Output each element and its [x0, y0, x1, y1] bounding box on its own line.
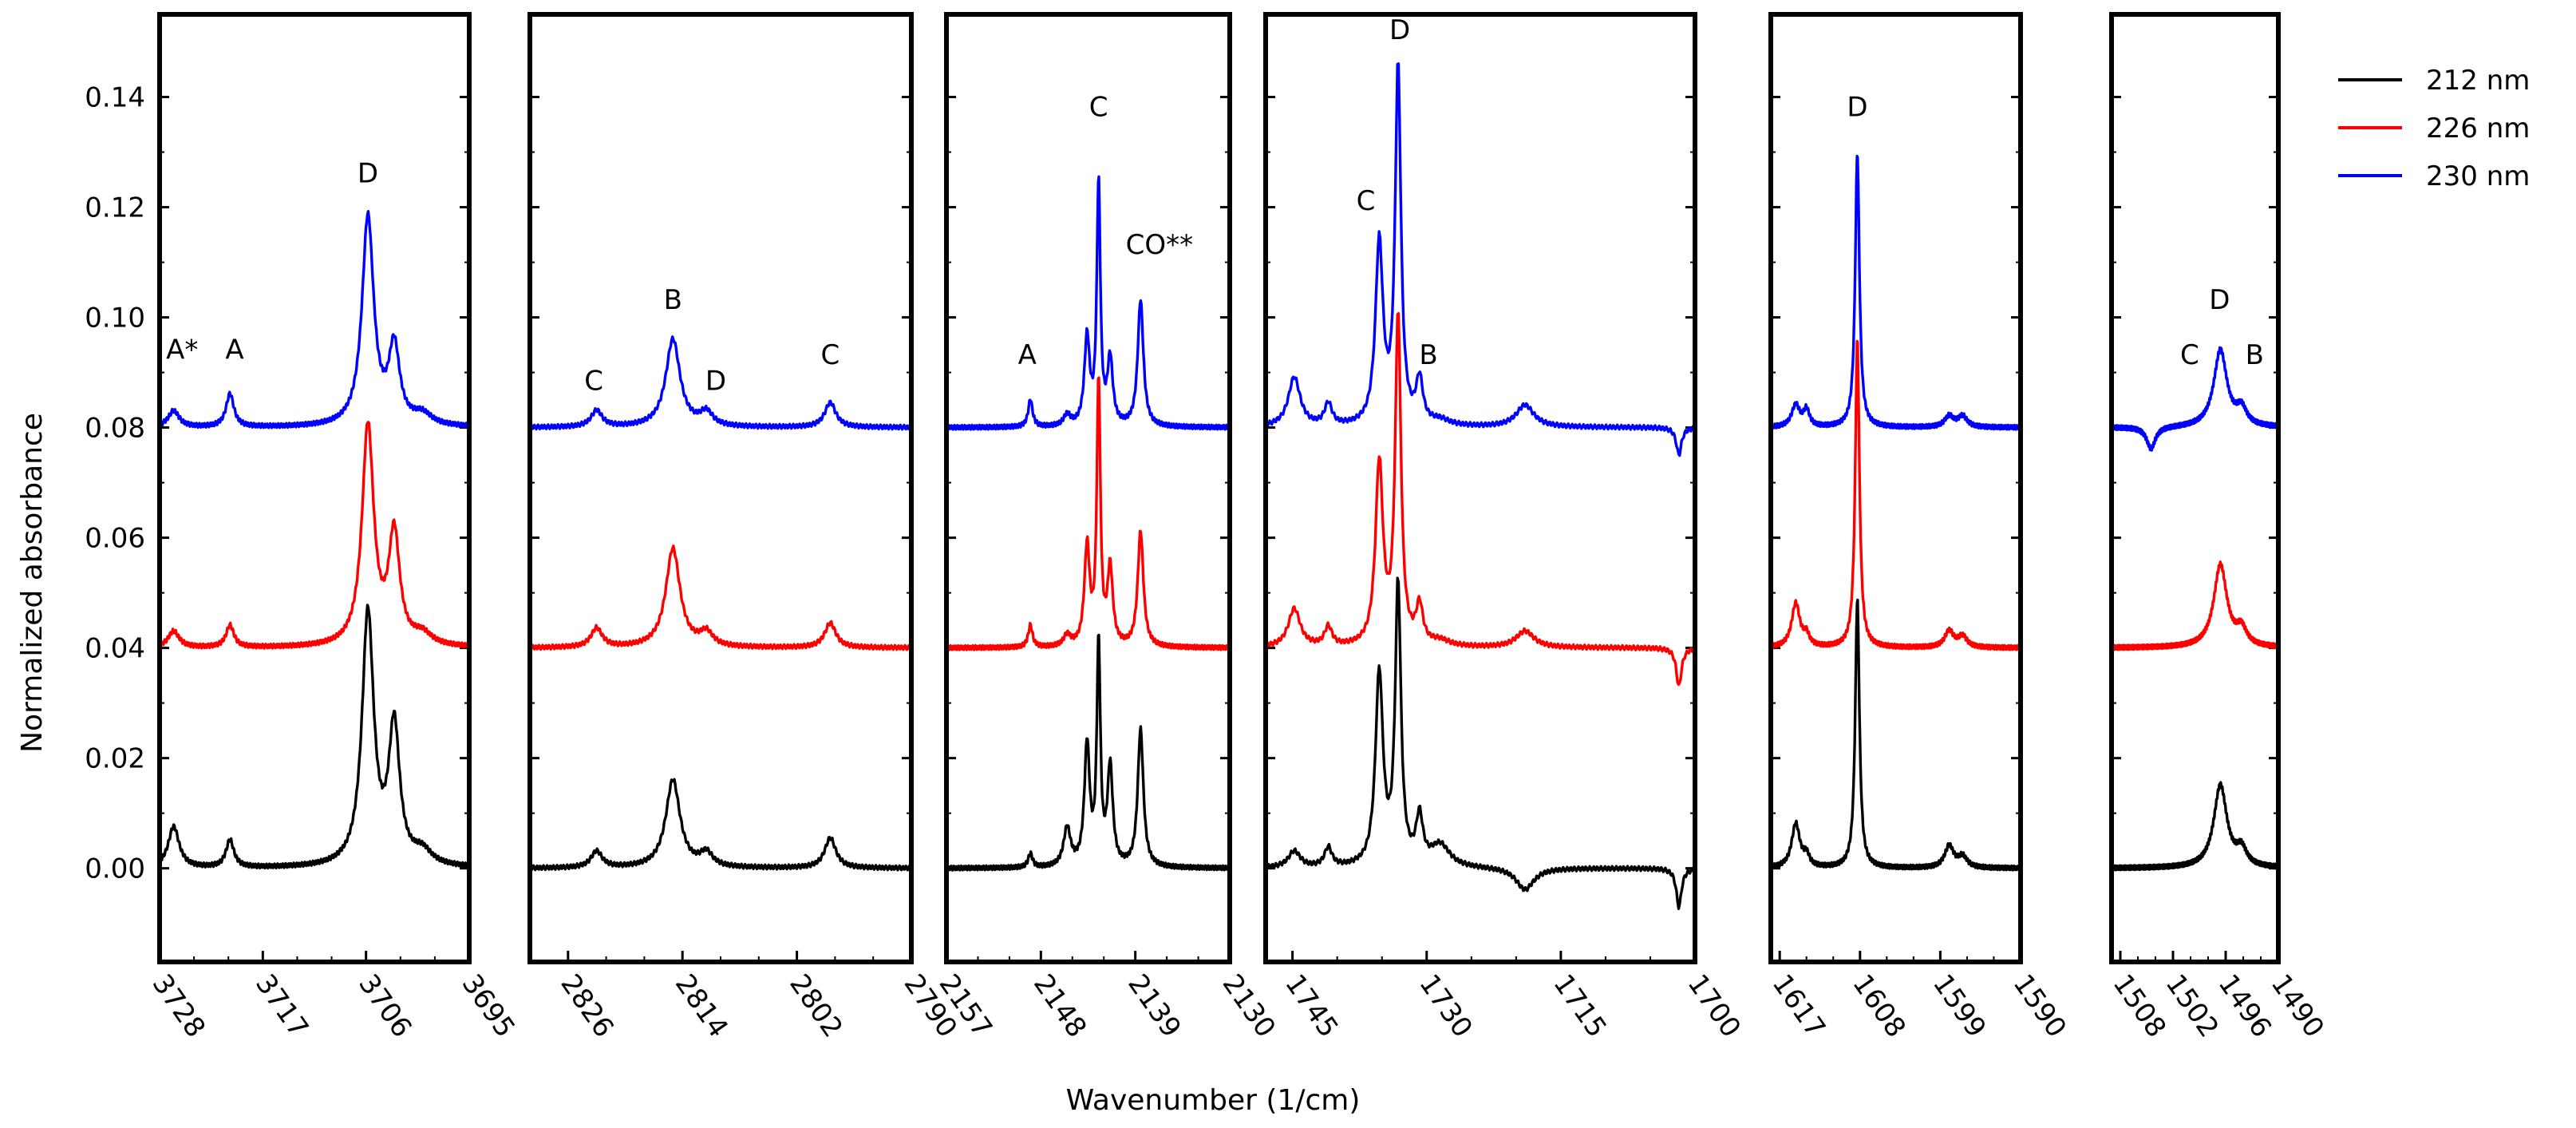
traces	[530, 335, 911, 872]
x-tick-label: 2826	[554, 968, 619, 1043]
x-tick-label: 1700	[1681, 968, 1747, 1043]
peak-label: D	[358, 157, 378, 189]
y-axis-label: Normalized absorbance	[16, 413, 49, 753]
trace-230-nm	[1771, 154, 2021, 431]
trace-212-nm	[530, 778, 911, 872]
panel-5: 1617 1608 1599 1590 D	[1766, 12, 2072, 1043]
x-tick-label: 2130	[1216, 968, 1282, 1043]
trace-212-nm	[946, 633, 1230, 872]
peak-label: D	[2209, 284, 2230, 316]
y-tick-labels: 0.00 0.02 0.04 0.06 0.08 0.10 0.12 0.14	[85, 82, 145, 885]
peak-label: B	[664, 284, 682, 316]
trace-212-nm	[1266, 576, 1695, 910]
panel-frame	[157, 12, 472, 964]
y-tick-label: 0.12	[85, 192, 145, 224]
x-tick-label: 2139	[1121, 968, 1187, 1043]
peak-label: C	[2180, 339, 2199, 371]
trace-226-nm	[2112, 560, 2278, 651]
x-tick-label: 1496	[2212, 968, 2278, 1043]
trace-212-nm	[2112, 781, 2278, 872]
peak-label: A	[225, 334, 243, 366]
legend-label: 226 nm	[2426, 113, 2530, 144]
x-tick-label: 2814	[669, 968, 734, 1043]
peak-label: D	[1847, 92, 1867, 124]
x-tick-label: 2802	[783, 968, 848, 1043]
panel-frame	[1768, 12, 2023, 964]
traces	[1266, 62, 1695, 910]
trace-230-nm	[946, 175, 1230, 431]
trace-212-nm	[1771, 598, 2021, 872]
trace-230-nm	[2112, 346, 2278, 452]
traces	[1771, 154, 2021, 872]
x-tick-label: 1745	[1278, 968, 1344, 1043]
x-tick-label: 3728	[146, 968, 211, 1043]
trace-212-nm	[160, 604, 469, 870]
y-tick-label: 0.04	[85, 633, 145, 665]
y-tick-label: 0.02	[85, 743, 145, 775]
peak-label: C	[584, 366, 603, 398]
peak-label: C	[1089, 92, 1108, 124]
peak-label: D	[1389, 14, 1410, 46]
peak-label: A*	[166, 334, 198, 366]
panel-frame	[944, 12, 1232, 964]
x-tick-label: 1617	[1766, 968, 1831, 1043]
traces	[2112, 346, 2278, 872]
panel-1: 3728 3717 3706 3695 A* A D	[146, 12, 521, 1043]
x-tick-label: 3717	[249, 968, 314, 1043]
trace-226-nm	[946, 376, 1230, 651]
trace-226-nm	[1266, 312, 1695, 687]
peak-label: A	[1018, 339, 1037, 371]
legend: 212 nm 226 nm 230 nm	[2338, 65, 2530, 192]
x-axis-label: Wavenumber (1/cm)	[1066, 1084, 1361, 1117]
x-tick-label: 1715	[1547, 968, 1613, 1043]
panel-4: 1745 1730 1715 1700 C D B	[1263, 12, 1747, 1043]
trace-226-nm	[160, 421, 469, 650]
peak-label: D	[705, 366, 726, 398]
legend-label: 212 nm	[2426, 65, 2530, 97]
trace-230-nm	[160, 210, 469, 429]
trace-226-nm	[1771, 339, 2021, 651]
x-tick-label: 1508	[2107, 968, 2172, 1043]
x-tick-label: 1502	[2159, 968, 2225, 1043]
y-tick-label: 0.10	[85, 303, 145, 334]
x-tick-label: 3706	[352, 968, 417, 1043]
panel-frame	[1263, 12, 1697, 964]
trace-230-nm	[1266, 62, 1695, 457]
panel-frame	[527, 12, 914, 964]
peak-label: CO**	[1126, 229, 1194, 261]
x-tick-label: 1590	[2007, 968, 2072, 1043]
y-tick-label: 0.00	[85, 853, 145, 885]
x-tick-label: 1608	[1846, 968, 1911, 1043]
y-tick-label: 0.14	[85, 82, 145, 114]
x-tick-label: 2148	[1027, 968, 1092, 1043]
panel-frame	[2109, 12, 2281, 964]
y-tick-label: 0.06	[85, 523, 145, 555]
peak-label: B	[1419, 339, 1437, 371]
x-tick-label: 1599	[1926, 968, 1992, 1043]
trace-230-nm	[530, 335, 911, 431]
traces	[946, 175, 1230, 872]
peak-label: C	[1357, 185, 1376, 217]
x-tick-label: 1490	[2265, 968, 2330, 1043]
y-tick-label: 0.08	[85, 413, 145, 445]
x-tick-label: 3695	[456, 968, 521, 1043]
peak-label: B	[2246, 339, 2264, 371]
legend-label: 230 nm	[2426, 160, 2530, 192]
traces	[160, 210, 469, 870]
x-tick-label: 1730	[1412, 968, 1478, 1043]
trace-226-nm	[530, 544, 911, 651]
peak-label: C	[821, 339, 840, 371]
